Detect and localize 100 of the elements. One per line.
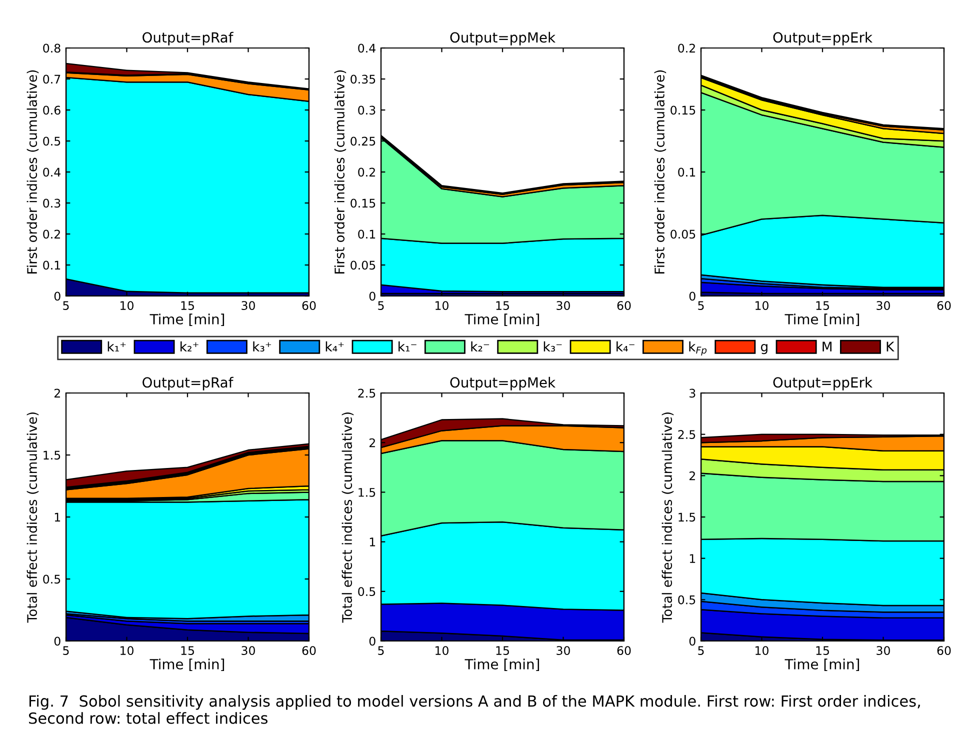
x-tick-label: 30 xyxy=(556,301,570,310)
x-tick-label: 10 xyxy=(756,646,768,655)
legend-label: k₄⁺ xyxy=(326,341,344,352)
y-tick-label: 0.8 xyxy=(43,44,60,53)
y-tick-label: 0.25 xyxy=(350,136,376,146)
y-tick-label: 0.7 xyxy=(43,74,60,84)
y-tick-label: 1.5 xyxy=(358,488,376,497)
x-tick-label: 60 xyxy=(302,646,316,655)
y-tick-label: 0.2 xyxy=(358,168,375,177)
x-tick-label: 10 xyxy=(756,301,768,310)
legend-label: K xyxy=(886,342,894,352)
chart-title: Output=ppMek xyxy=(450,32,556,46)
legend-label: k$_{Fp}$ xyxy=(689,341,707,356)
x-tick-label: 15 xyxy=(496,646,509,655)
x-tick-label: 15 xyxy=(816,301,829,310)
x-axis-title: Time [min] xyxy=(464,314,540,326)
x-tick-label: 5 xyxy=(63,301,69,310)
y-tick-label: 0.4 xyxy=(358,44,376,53)
x-tick-label: 30 xyxy=(876,646,890,655)
y-tick-label: 0 xyxy=(689,636,696,646)
x-tick-label: 10 xyxy=(120,646,134,655)
y-tick-label: 0.4 xyxy=(43,168,60,177)
x-tick-label: 30 xyxy=(876,301,890,310)
legend-label: k₂⁻ xyxy=(471,341,490,352)
y-tick-label: 0 xyxy=(54,636,60,646)
legend-label: k₁⁺ xyxy=(108,341,126,352)
x-axis-title: Time [min] xyxy=(784,314,860,326)
x-tick-label: 15 xyxy=(816,646,829,655)
x-tick-label: 15 xyxy=(496,301,509,310)
x-tick-label: 30 xyxy=(242,301,255,310)
x-tick-label: 60 xyxy=(937,646,951,655)
legend-label: k₃⁻ xyxy=(544,341,562,352)
x-tick-label: 5 xyxy=(698,646,704,655)
x-tick-label: 10 xyxy=(436,646,448,655)
y-tick-label: 1 xyxy=(370,538,376,546)
y-tick-label: 0.1 xyxy=(678,168,696,177)
x-axis-title: Time [min] xyxy=(150,658,224,672)
y-tick-label: 2.5 xyxy=(678,430,696,439)
legend-label: k₁⁻ xyxy=(398,341,416,352)
y-tick-label: 0 xyxy=(54,292,60,301)
y-tick-label: 1.5 xyxy=(44,450,60,460)
y-tick-label: 0.6 xyxy=(43,106,60,115)
chart-title: Output=ppMek xyxy=(450,376,556,390)
y-axis-title: Total effect indices (cumulative) xyxy=(342,412,354,623)
y-tick-label: 1 xyxy=(690,554,696,563)
y-tick-label: 0.15 xyxy=(670,106,696,115)
chart-title: Output=pRaf xyxy=(142,32,234,46)
y-tick-label: 0.5 xyxy=(43,574,60,584)
y-tick-label: 0.5 xyxy=(43,136,60,146)
y-axis-title: First order indices (cumulative) xyxy=(334,70,346,274)
chart-title: Output=pRaf xyxy=(142,376,234,390)
y-axis-title: Total effect indices (cumulative) xyxy=(662,412,674,623)
x-tick-label: 30 xyxy=(242,646,255,655)
y-tick-label: 2.5 xyxy=(358,388,376,398)
y-axis-title: First order indices (cumulative) xyxy=(654,70,666,274)
chart-title: Output=ppErk xyxy=(773,376,872,390)
legend-label: k₄⁻ xyxy=(616,341,634,352)
x-tick-label: 60 xyxy=(617,301,631,310)
x-axis-title: Time [min] xyxy=(150,314,224,326)
legend-label: M xyxy=(822,342,832,352)
y-axis-title: Total effect indices (cumulative) xyxy=(26,412,39,623)
x-tick-label: 15 xyxy=(181,646,194,655)
x-axis-title: Time [min] xyxy=(464,658,540,672)
caption: Fig. 7 Sobol sensitivity analysis applied to model versions A and B of the MAPK module. First row: First order indices, Second row: total effect indices xyxy=(29,695,920,724)
y-tick-label: 0.35 xyxy=(350,74,376,84)
x-axis-title: Time [min] xyxy=(784,658,860,672)
x-tick-label: 10 xyxy=(120,301,134,310)
y-tick-label: 0 xyxy=(689,292,696,301)
x-tick-label: 60 xyxy=(937,301,951,310)
x-tick-label: 15 xyxy=(181,301,194,310)
legend-label: g xyxy=(760,344,768,354)
x-tick-label: 60 xyxy=(617,646,631,655)
x-tick-label: 30 xyxy=(556,646,570,655)
y-tick-label: 2 xyxy=(689,471,695,480)
y-tick-label: 0.3 xyxy=(43,198,60,208)
y-tick-label: 3 xyxy=(690,388,696,398)
y-tick-label: 0.2 xyxy=(43,230,60,239)
y-tick-label: 0.2 xyxy=(678,44,695,53)
y-tick-label: 0.1 xyxy=(358,230,376,239)
y-tick-label: 1 xyxy=(54,512,60,522)
x-tick-label: 5 xyxy=(63,646,69,655)
y-tick-label: 0.05 xyxy=(670,230,696,239)
chart-title: Output=ppErk xyxy=(773,32,872,46)
x-tick-label: 5 xyxy=(378,301,384,310)
legend-label: k₂⁺ xyxy=(180,341,198,352)
y-axis-title: First order indices (cumulative) xyxy=(26,70,39,274)
x-tick-label: 10 xyxy=(436,301,448,310)
x-tick-label: 5 xyxy=(378,646,384,655)
y-tick-label: 0.1 xyxy=(43,260,60,270)
y-tick-label: 2 xyxy=(54,388,60,398)
y-tick-label: 0.05 xyxy=(350,260,376,270)
y-tick-label: 0 xyxy=(369,292,376,301)
y-tick-label: 1.5 xyxy=(678,512,696,522)
y-tick-label: 0.15 xyxy=(350,198,376,208)
legend-label: k₃⁺ xyxy=(253,341,272,352)
y-tick-label: 0.5 xyxy=(358,587,376,596)
y-tick-label: 0 xyxy=(369,636,376,646)
y-tick-label: 2 xyxy=(369,438,375,448)
x-tick-label: 5 xyxy=(698,301,704,310)
x-tick-label: 60 xyxy=(302,301,316,310)
